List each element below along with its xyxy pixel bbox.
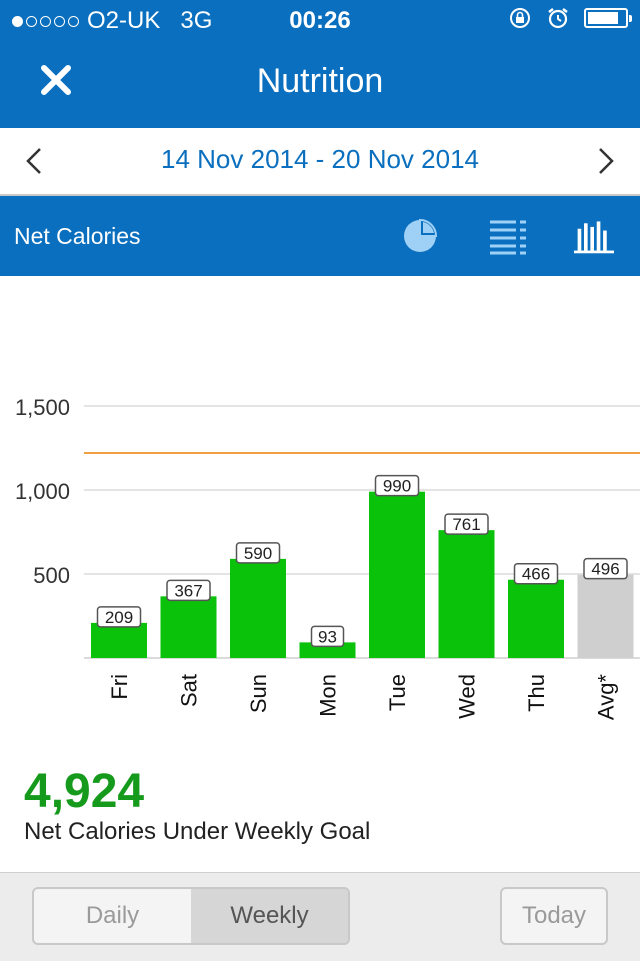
data-label: 590 [244, 544, 272, 563]
summary-value: 4,924 [24, 765, 145, 818]
chart-bar [369, 491, 425, 658]
data-label-box [235, 542, 281, 564]
x-tick-label: Thu [524, 674, 549, 712]
chart-bar [230, 558, 286, 658]
period-selector: Daily Weekly [32, 887, 350, 945]
data-label-box [513, 562, 559, 585]
data-label-box [583, 557, 628, 580]
chart-bar [508, 579, 564, 658]
x-tick-label: Fri [107, 674, 132, 700]
data-label-box [96, 606, 142, 628]
data-label: 209 [105, 608, 133, 627]
data-label-box [310, 625, 345, 648]
tab-weekly[interactable]: Weekly [191, 889, 348, 943]
x-tick-label: Tue [385, 674, 410, 711]
x-tick-label: Sat [177, 674, 202, 707]
chevron-left-icon[interactable] [20, 146, 50, 176]
status-carrier: O2-UK 3G [12, 7, 212, 35]
x-tick-label: Mon [316, 674, 341, 717]
chart-bar [91, 622, 147, 658]
data-label: 496 [591, 560, 619, 579]
list-icon[interactable] [488, 216, 528, 256]
status-bar: O2-UK 3G 00:26 [0, 0, 640, 40]
carrier-name: O2-UK [87, 7, 161, 34]
data-label-box [166, 579, 211, 602]
data-label: 990 [383, 477, 411, 496]
data-label: 466 [522, 565, 550, 584]
x-tick-label: Avg* [594, 674, 619, 721]
signal-icon [12, 15, 79, 27]
data-label: 761 [452, 515, 480, 534]
bar-chart: 500 1,000 1,500 209 Fri 367 Sat 590 Sun 93 Mon 990 T… [15, 395, 640, 721]
alarm-icon [548, 8, 568, 29]
chart-title: Net Calories [14, 223, 141, 249]
chart-bar [160, 596, 217, 658]
pie-chart-icon[interactable] [400, 216, 440, 256]
data-label-box [374, 474, 420, 497]
summary-label: Net Calories Under Weekly Goal [24, 818, 371, 845]
y-tick-label: 1,500 [15, 395, 70, 420]
nav-bar: Nutrition [0, 40, 640, 128]
page-title: Nutrition [256, 62, 384, 100]
chart-toolbar: Net Calories [0, 196, 640, 276]
y-tick-label: 500 [33, 563, 70, 588]
status-icons [508, 6, 632, 30]
rotation-lock-icon [510, 8, 530, 28]
y-tick-label: 1,000 [15, 479, 70, 504]
bottom-bar: Daily Weekly Today [0, 872, 640, 961]
close-icon[interactable] [36, 60, 76, 100]
net-calories-chart: 500 1,000 1,500 209 Fri 367 Sat 590 Sun 93 Mon 990 T… [0, 276, 640, 756]
date-bar: 14 Nov 2014 - 20 Nov 2014 [0, 128, 640, 196]
bar-chart-icon[interactable] [574, 216, 614, 256]
data-label-box [444, 513, 489, 535]
date-range[interactable]: 14 Nov 2014 - 20 Nov 2014 [161, 144, 479, 174]
chart-bar [438, 530, 495, 658]
x-tick-label: Sun [246, 674, 271, 713]
data-label: 367 [174, 581, 202, 600]
tab-daily[interactable]: Daily [85, 902, 140, 929]
chart-bar [577, 574, 634, 658]
battery-icon [584, 8, 632, 28]
chevron-right-icon[interactable] [590, 146, 620, 176]
today-button[interactable]: Today [500, 887, 608, 945]
data-label: 93 [318, 627, 337, 646]
x-tick-label: Wed [455, 674, 480, 719]
network-type: 3G [180, 7, 213, 34]
status-time: 00:26 [289, 7, 351, 34]
